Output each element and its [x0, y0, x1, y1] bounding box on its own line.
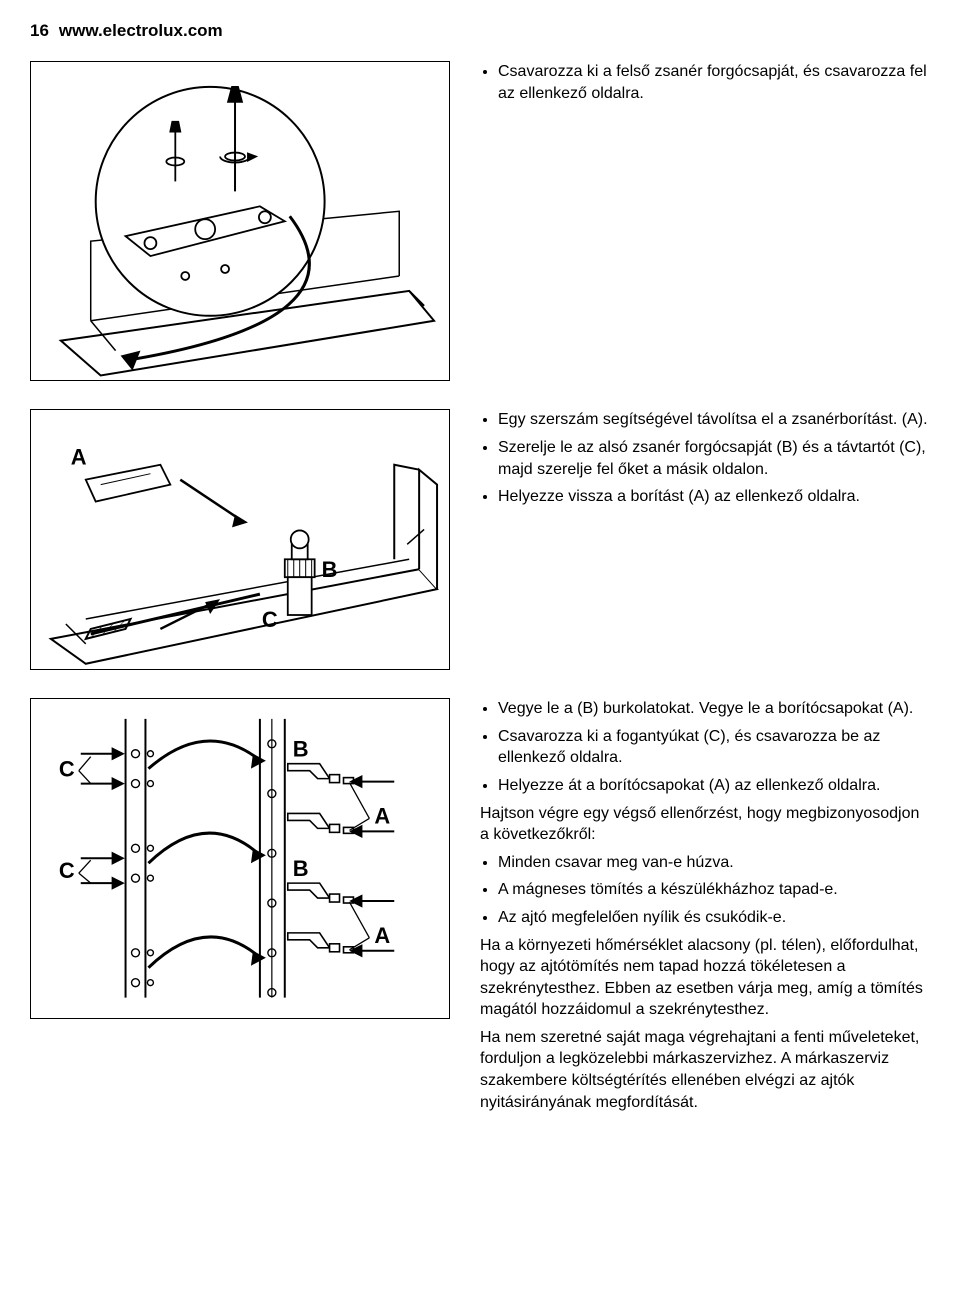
figure-2-label-b: B — [322, 558, 338, 583]
section-2-bullets: Egy szerszám segítségével távolítsa el a… — [480, 409, 930, 507]
page-number: 16 — [30, 20, 49, 43]
figure-1 — [30, 61, 450, 381]
figure-3: C C B B A A — [30, 698, 450, 1018]
figure-2-label-a: A — [71, 445, 87, 470]
figure-3-label-c2: C — [59, 858, 75, 883]
figure-3-label-b2: B — [293, 856, 309, 881]
figure-3-label-b1: B — [293, 737, 309, 762]
bullet: Helyezze vissza a borítást (A) az ellenk… — [498, 486, 930, 508]
figure-2-svg: A B C — [31, 410, 449, 669]
figure-2: A B C — [30, 409, 450, 670]
section-1-bullets: Csavarozza ki a felső zsanér forgócsapjá… — [480, 61, 930, 104]
figure-1-col — [30, 61, 450, 381]
bullet: A mágneses tömítés a készülékházhoz tapa… — [498, 879, 930, 901]
section-1-text: Csavarozza ki a felső zsanér forgócsapjá… — [480, 61, 930, 110]
bullet: Egy szerszám segítségével távolítsa el a… — [498, 409, 930, 431]
section-3-text: Vegye le a (B) burkolatokat. Vegye le a … — [480, 698, 930, 1119]
figure-1-svg — [31, 62, 449, 380]
figure-2-col: A B C — [30, 409, 450, 670]
figure-3-label-a2: A — [374, 923, 390, 948]
section-2-text: Egy szerszám segítségével távolítsa el a… — [480, 409, 930, 513]
check-intro: Hajtson végre egy végső ellenőrzést, hog… — [480, 803, 930, 846]
bullet: Minden csavar meg van-e húzva. — [498, 852, 930, 874]
section-3-checks: Minden csavar meg van-e húzva. A mágnese… — [480, 852, 930, 929]
bullet: Helyezze át a borítócsapokat (A) az elle… — [498, 775, 930, 797]
bullet: Csavarozza ki a felső zsanér forgócsapjá… — [498, 61, 930, 104]
arrowhead — [121, 351, 141, 371]
bullet: Vegye le a (B) burkolatokat. Vegye le a … — [498, 698, 930, 720]
bullet: Az ajtó megfelelően nyílik és csukódik-e… — [498, 907, 930, 929]
page-header: 16 www.electrolux.com — [30, 20, 930, 43]
figure-2-label-c: C — [262, 607, 278, 632]
section-1: Csavarozza ki a felső zsanér forgócsapjá… — [30, 61, 930, 381]
paragraph: Ha a környezeti hőmérséklet alacsony (pl… — [480, 935, 930, 1021]
bullet: Csavarozza ki a fogantyúkat (C), és csav… — [498, 726, 930, 769]
section-3-bullets: Vegye le a (B) burkolatokat. Vegye le a … — [480, 698, 930, 796]
figure-3-svg: C C B B A A — [31, 699, 449, 1017]
figure-3-col: C C B B A A — [30, 698, 450, 1018]
figure-3-label-c1: C — [59, 757, 75, 782]
bullet: Szerelje le az alsó zsanér forgócsapját … — [498, 437, 930, 480]
paragraph: Ha nem szeretné saját maga végrehajtani … — [480, 1027, 930, 1113]
section-3: C C B B A A Vegye le a (B) burkolatokat.… — [30, 698, 930, 1119]
figure-3-label-a1: A — [374, 804, 390, 829]
site-url: www.electrolux.com — [59, 20, 223, 43]
section-2: A B C Egy szerszám segítségével távolíts… — [30, 409, 930, 670]
